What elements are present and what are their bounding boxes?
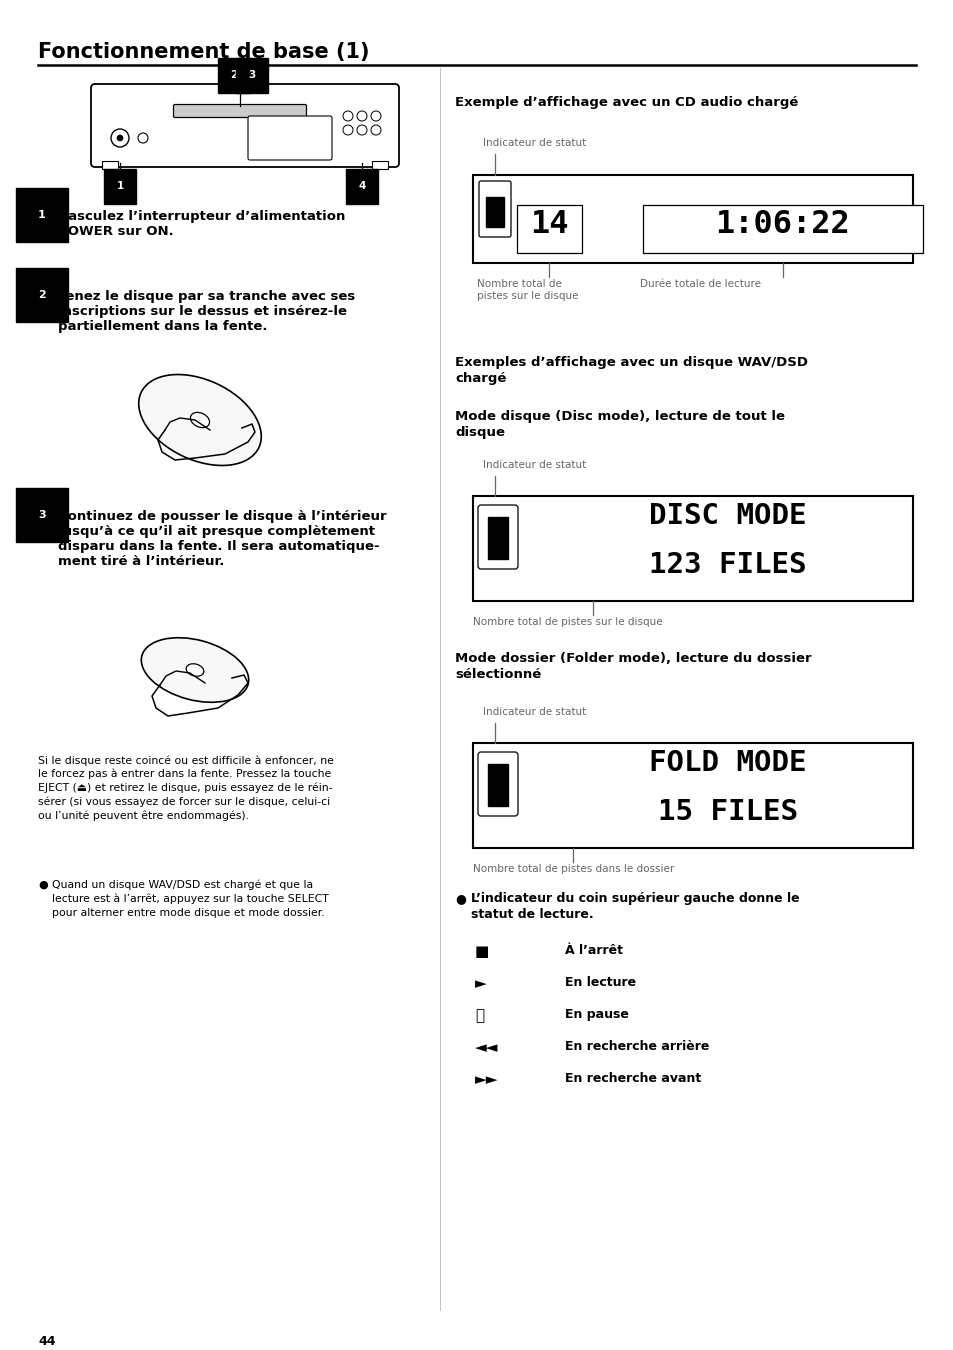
Text: Quand un disque WAV/DSD est chargé et que la
lecture est à l’arrêt, appuyez sur : Quand un disque WAV/DSD est chargé et qu… xyxy=(52,880,329,918)
Text: 1:06:22: 1:06:22 xyxy=(715,209,849,240)
Bar xyxy=(488,764,507,806)
Bar xyxy=(488,517,507,559)
FancyBboxPatch shape xyxy=(477,752,517,815)
Text: Fonctionnement de base (1): Fonctionnement de base (1) xyxy=(38,42,369,62)
Circle shape xyxy=(371,126,380,135)
FancyBboxPatch shape xyxy=(248,116,332,161)
Text: Nombre total de pistes dans le dossier: Nombre total de pistes dans le dossier xyxy=(473,864,674,873)
Text: Basculez l’interrupteur d’alimentation
POWER sur ON.: Basculez l’interrupteur d’alimentation P… xyxy=(58,211,345,238)
Text: 123 FILES: 123 FILES xyxy=(649,551,806,579)
FancyBboxPatch shape xyxy=(173,104,306,117)
Text: Mode dossier (Folder mode), lecture du dossier
sélectionné: Mode dossier (Folder mode), lecture du d… xyxy=(455,652,811,680)
Text: DISC MODE: DISC MODE xyxy=(649,502,806,531)
Text: L’indicateur du coin supérieur gauche donne le
statut de lecture.: L’indicateur du coin supérieur gauche do… xyxy=(471,892,799,921)
FancyBboxPatch shape xyxy=(473,176,912,263)
Text: En recherche arrière: En recherche arrière xyxy=(564,1040,709,1053)
Text: 3: 3 xyxy=(38,510,46,520)
Text: Nombre total de pistes sur le disque: Nombre total de pistes sur le disque xyxy=(473,617,662,626)
FancyBboxPatch shape xyxy=(372,161,388,169)
Text: À l’arrêt: À l’arrêt xyxy=(564,944,622,957)
Text: 14: 14 xyxy=(530,209,568,240)
Text: Si le disque reste coincé ou est difficile à enfoncer, ne
le forcez pas à entrer: Si le disque reste coincé ou est diffici… xyxy=(38,755,334,821)
Circle shape xyxy=(138,134,148,143)
Text: 4: 4 xyxy=(358,181,365,190)
Text: 44: 44 xyxy=(38,1335,55,1349)
Text: ●: ● xyxy=(38,880,48,890)
Text: 2: 2 xyxy=(230,70,237,80)
Circle shape xyxy=(117,135,123,140)
FancyBboxPatch shape xyxy=(517,205,581,252)
Text: 1: 1 xyxy=(116,181,124,190)
Circle shape xyxy=(343,126,353,135)
Text: ◄◄: ◄◄ xyxy=(475,1040,498,1054)
Text: Exemples d’affichage avec un disque WAV/DSD
chargé: Exemples d’affichage avec un disque WAV/… xyxy=(455,356,807,385)
Text: 1: 1 xyxy=(38,211,46,220)
Text: ●: ● xyxy=(455,892,465,904)
Circle shape xyxy=(111,130,129,147)
Text: En recherche avant: En recherche avant xyxy=(564,1072,700,1085)
Text: 3: 3 xyxy=(248,70,255,80)
Ellipse shape xyxy=(191,412,210,428)
Text: En lecture: En lecture xyxy=(564,976,636,990)
Text: Indicateur de statut: Indicateur de statut xyxy=(482,138,586,148)
Text: Indicateur de statut: Indicateur de statut xyxy=(482,707,586,717)
FancyBboxPatch shape xyxy=(642,205,923,252)
Text: 2: 2 xyxy=(38,290,46,300)
Text: ■: ■ xyxy=(475,944,489,958)
Circle shape xyxy=(343,111,353,122)
Text: Mode disque (Disc mode), lecture de tout le
disque: Mode disque (Disc mode), lecture de tout… xyxy=(455,410,784,439)
Circle shape xyxy=(371,111,380,122)
Text: ►: ► xyxy=(475,976,486,991)
Circle shape xyxy=(356,111,367,122)
Text: Durée totale de lecture: Durée totale de lecture xyxy=(639,279,760,289)
FancyBboxPatch shape xyxy=(477,505,517,568)
Text: En pause: En pause xyxy=(564,1008,628,1021)
Text: ⏸: ⏸ xyxy=(475,1008,483,1023)
Ellipse shape xyxy=(141,637,249,702)
Text: Continuez de pousser le disque à l’intérieur
jusqu’à ce qu’il ait presque complè: Continuez de pousser le disque à l’intér… xyxy=(58,510,386,568)
Circle shape xyxy=(356,126,367,135)
FancyBboxPatch shape xyxy=(478,181,511,238)
Text: 15 FILES: 15 FILES xyxy=(658,798,797,826)
Text: Indicateur de statut: Indicateur de statut xyxy=(482,460,586,470)
FancyBboxPatch shape xyxy=(473,495,912,601)
Text: FOLD MODE: FOLD MODE xyxy=(649,749,806,778)
Ellipse shape xyxy=(138,374,261,466)
Text: Exemple d’affichage avec un CD audio chargé: Exemple d’affichage avec un CD audio cha… xyxy=(455,96,798,109)
FancyBboxPatch shape xyxy=(102,161,118,169)
Bar xyxy=(485,197,503,227)
Text: Tenez le disque par sa tranche avec ses
inscriptions sur le dessus et insérez-le: Tenez le disque par sa tranche avec ses … xyxy=(58,290,355,333)
Text: Nombre total de
pistes sur le disque: Nombre total de pistes sur le disque xyxy=(476,279,578,301)
FancyBboxPatch shape xyxy=(91,84,398,167)
Ellipse shape xyxy=(186,664,204,676)
FancyBboxPatch shape xyxy=(473,743,912,848)
Text: ►►: ►► xyxy=(475,1072,498,1087)
